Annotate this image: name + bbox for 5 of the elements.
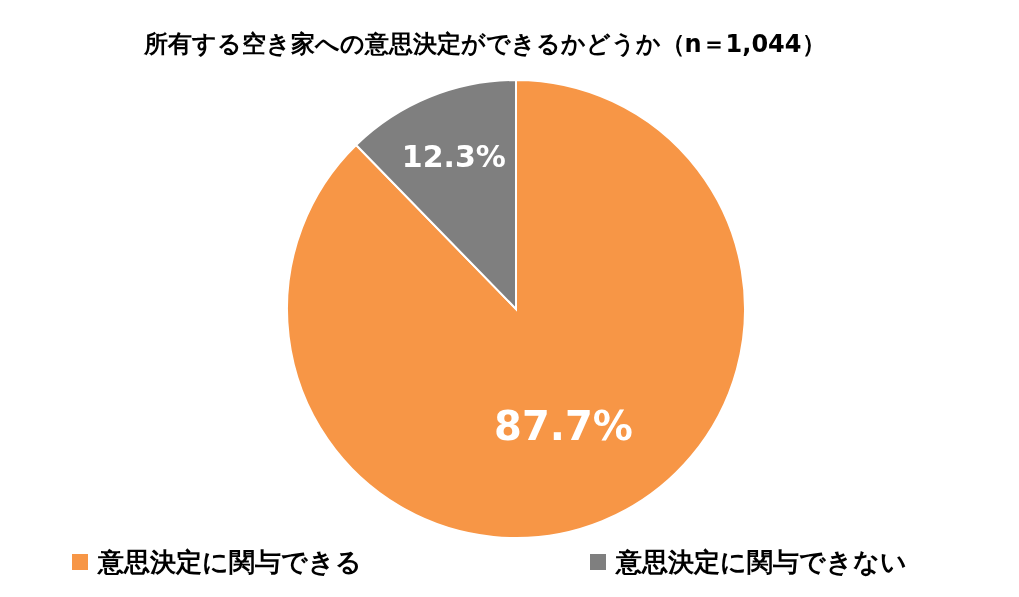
legend-label: 意思決定に関与できる [97,547,362,577]
data-label: 12.3% [401,138,506,174]
data-label: 87.7% [494,402,633,449]
legend-label: 意思決定に関与できない [615,547,907,577]
chart-title: 所有する空き家への意思決定ができるかどうか（n＝1,044） [142,30,826,58]
